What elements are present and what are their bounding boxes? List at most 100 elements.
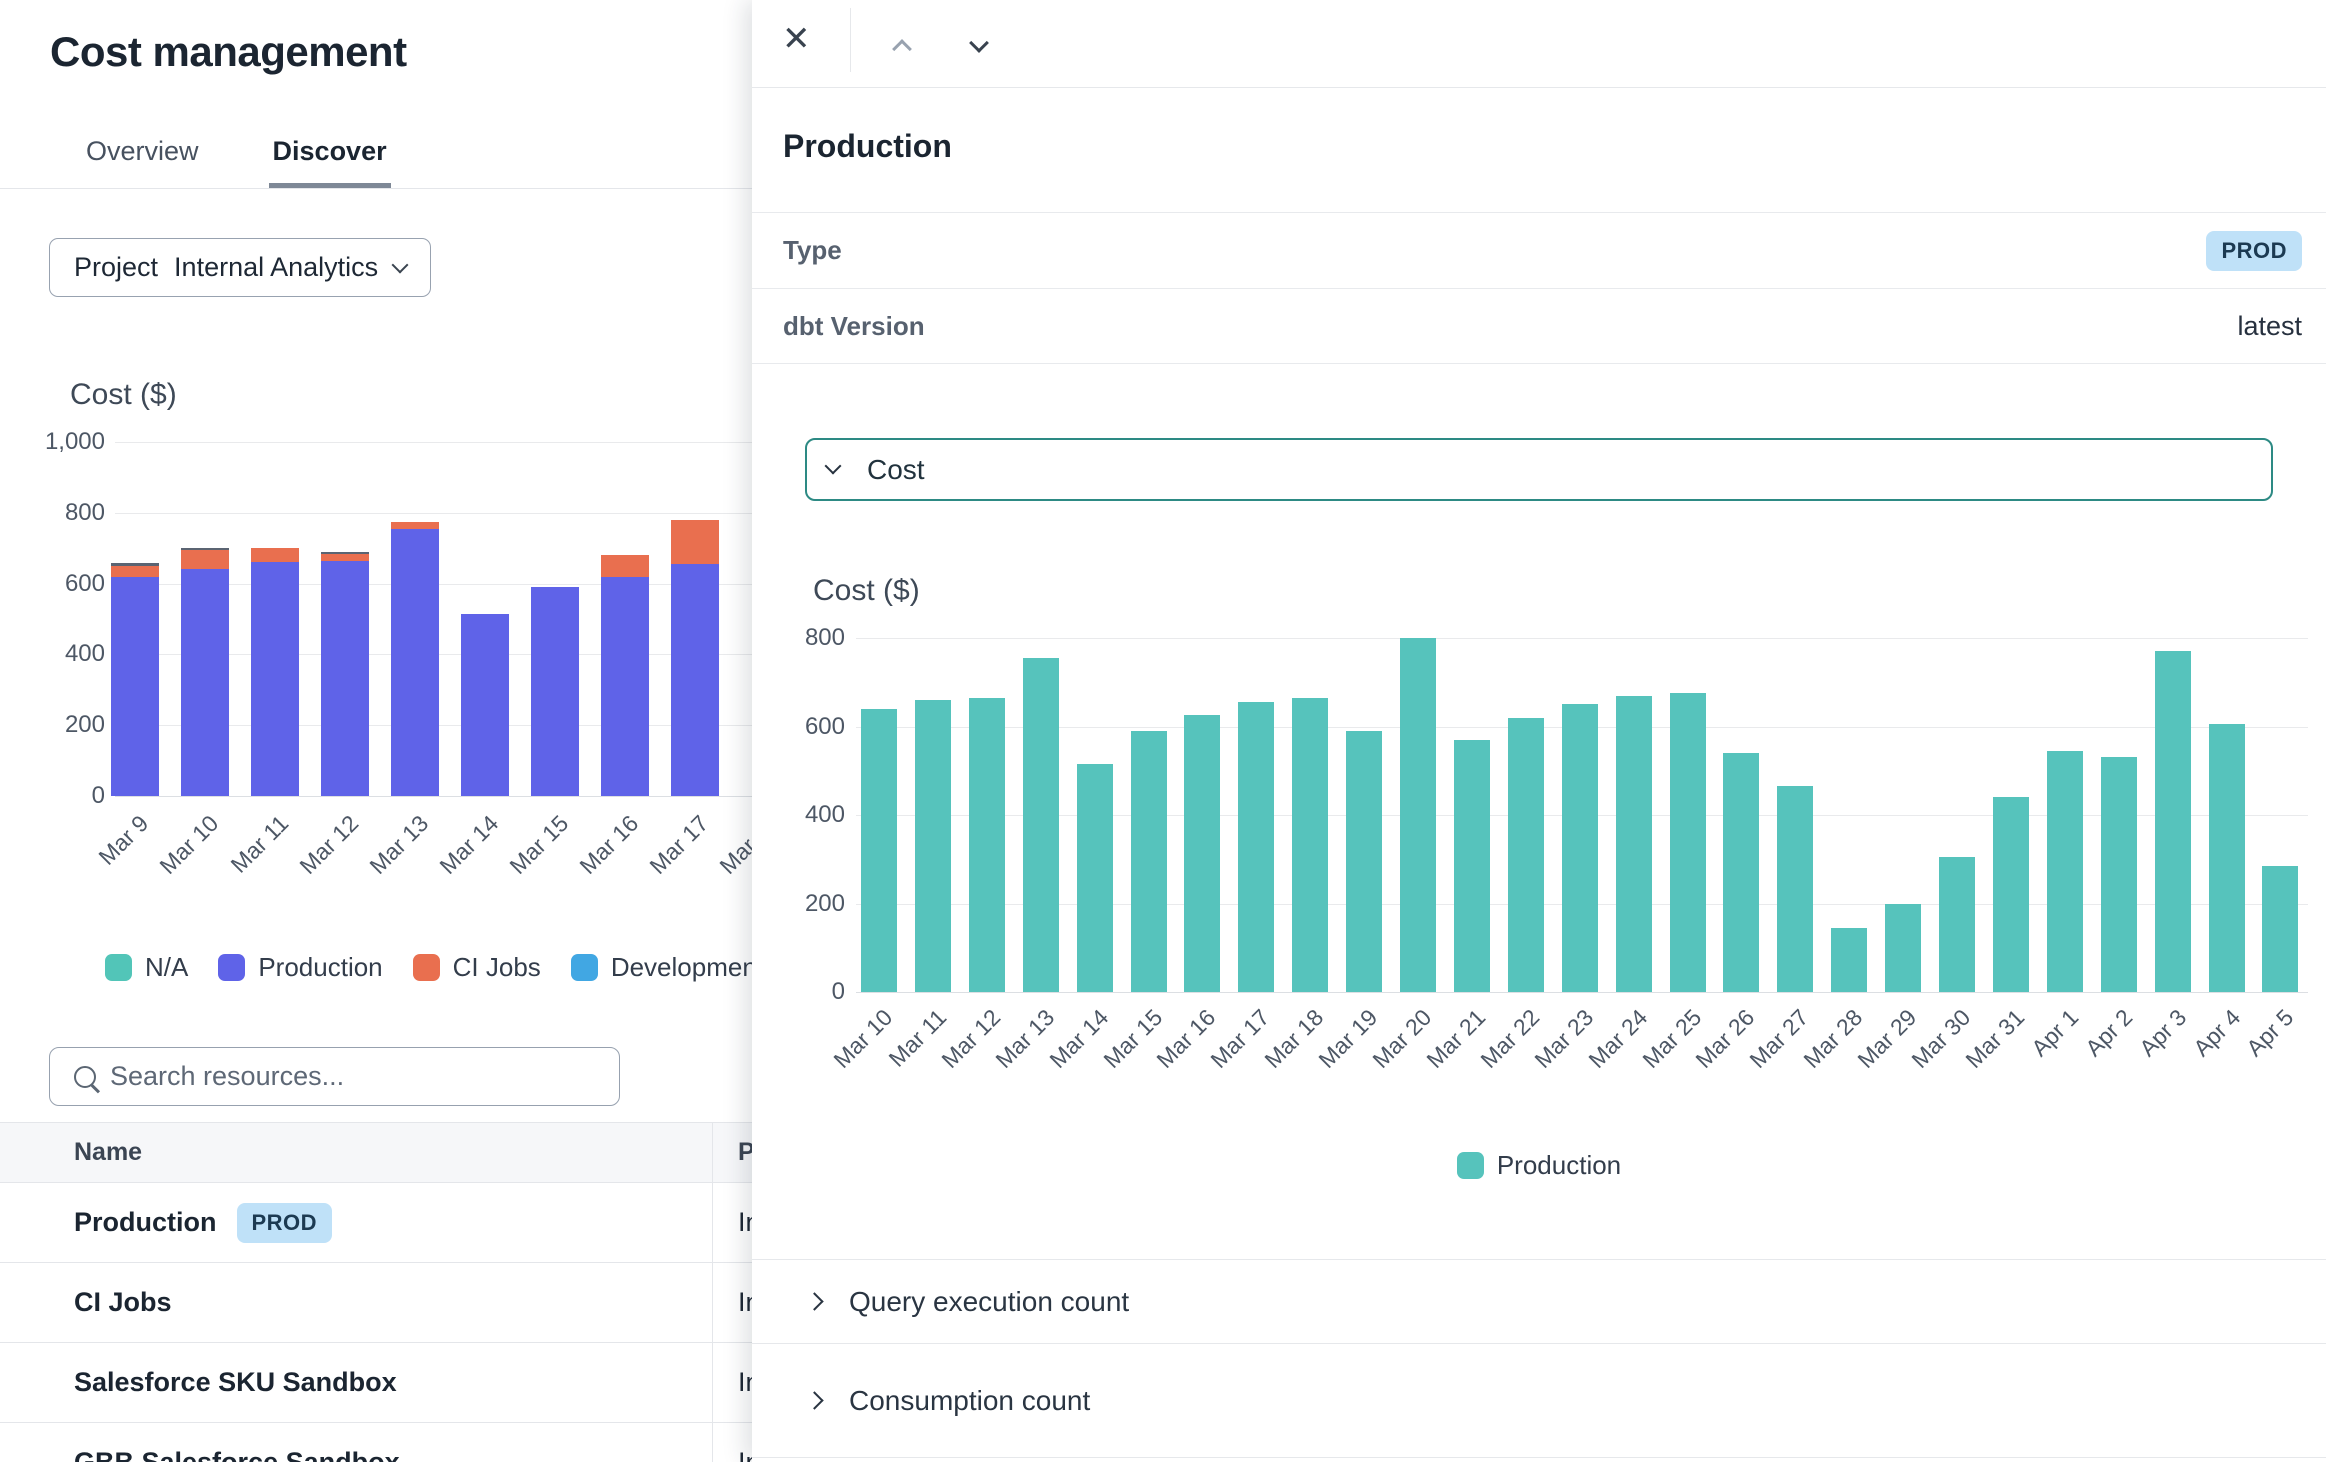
- bar-production[interactable]: [321, 560, 369, 796]
- y-axis-tick-label: 400: [804, 801, 845, 828]
- resource-name: Production: [74, 1207, 217, 1237]
- bar-production[interactable]: [2100, 757, 2137, 992]
- cost-section-toggle[interactable]: Cost: [805, 438, 2273, 501]
- legend-label: Production: [1496, 1150, 1622, 1180]
- chevron-up-icon[interactable]: [892, 39, 912, 59]
- project-filter-value: Internal Analytics: [174, 252, 379, 282]
- bar-production[interactable]: [1238, 702, 1275, 992]
- chevron-down-icon[interactable]: [969, 33, 989, 53]
- bar-production[interactable]: [601, 576, 649, 796]
- bar-production[interactable]: [1346, 730, 1383, 992]
- legend-item: Production: [1456, 1150, 1622, 1181]
- search-resources-box[interactable]: [49, 1047, 620, 1106]
- field-row-dbt-version: dbt Version latest: [752, 288, 2326, 364]
- left-chart-title: Cost ($): [70, 378, 177, 411]
- legend-item: N/A: [105, 952, 188, 983]
- gridline: [856, 638, 2308, 639]
- bar-ci-jobs[interactable]: [251, 548, 299, 563]
- page-title: Cost management: [50, 28, 407, 75]
- legend-swatch: [570, 954, 598, 981]
- chevron-down-icon: [391, 256, 409, 274]
- resource-name: CI Jobs: [74, 1287, 172, 1317]
- bar-ci-jobs[interactable]: [601, 555, 649, 577]
- bar-production[interactable]: [2262, 865, 2299, 992]
- bar-production[interactable]: [1885, 903, 1922, 992]
- search-input[interactable]: [110, 1061, 601, 1092]
- legend-swatch: [412, 954, 440, 981]
- bar-production[interactable]: [391, 528, 439, 796]
- bar-production[interactable]: [1076, 764, 1113, 992]
- drawer-chart-legend: Production: [752, 1150, 2326, 1181]
- field-value: latest: [2237, 310, 2302, 341]
- toolbar-divider: [850, 8, 851, 72]
- bar-production[interactable]: [1453, 739, 1490, 992]
- bar-production[interactable]: [1723, 753, 1760, 992]
- bar-production[interactable]: [1022, 657, 1059, 992]
- bar-production[interactable]: [1130, 730, 1167, 992]
- bar-production[interactable]: [2154, 651, 2191, 992]
- bar-production[interactable]: [251, 562, 299, 796]
- bar-production[interactable]: [2046, 750, 2083, 992]
- bar-other[interactable]: [321, 551, 369, 554]
- legend-item: CI Jobs: [412, 952, 541, 983]
- bar-production[interactable]: [1939, 857, 1975, 992]
- bar-production[interactable]: [1507, 717, 1544, 992]
- bar-production[interactable]: [968, 697, 1005, 992]
- bar-production[interactable]: [2208, 724, 2245, 992]
- gridline: [115, 512, 760, 514]
- legend-label: CI Jobs: [452, 952, 541, 982]
- y-axis-tick-label: 1,000: [44, 428, 105, 455]
- y-axis-tick-label: 0: [831, 978, 845, 1005]
- bar-production[interactable]: [461, 613, 509, 796]
- bar-production[interactable]: [1992, 797, 2029, 992]
- close-icon[interactable]: ✕: [782, 20, 811, 58]
- query-execution-count-section[interactable]: Query execution count: [752, 1259, 2326, 1344]
- section-label: Query execution count: [849, 1285, 1130, 1317]
- bar-production[interactable]: [111, 576, 159, 796]
- left-chart-legend: N/A Production CI Jobs Development: [105, 952, 764, 983]
- bar-production[interactable]: [1184, 715, 1221, 992]
- bar-production[interactable]: [1777, 786, 1814, 992]
- bar-production[interactable]: [914, 699, 951, 992]
- bar-ci-jobs[interactable]: [111, 565, 159, 577]
- legend-label: N/A: [145, 952, 189, 982]
- cost-section-label: Cost: [867, 453, 925, 485]
- bar-production[interactable]: [861, 708, 897, 992]
- field-label: dbt Version: [783, 310, 925, 341]
- bar-production[interactable]: [181, 569, 229, 796]
- y-axis-tick-label: 600: [64, 569, 105, 597]
- bar-production[interactable]: [1292, 697, 1329, 992]
- y-axis-tick-label: 200: [804, 889, 845, 917]
- bar-production[interactable]: [671, 564, 719, 796]
- bar-ci-jobs[interactable]: [391, 522, 439, 529]
- legend-swatch: [218, 954, 246, 981]
- project-filter-dropdown[interactable]: Project Internal Analytics: [49, 238, 432, 297]
- y-axis-tick-label: 0: [91, 782, 105, 809]
- bar-production[interactable]: [1831, 927, 1868, 992]
- chevron-right-icon: [805, 1391, 824, 1410]
- bar-ci-jobs[interactable]: [321, 553, 369, 561]
- drawer-title: Production: [783, 128, 952, 164]
- legend-item: Production: [218, 952, 383, 983]
- legend-swatch: [105, 954, 132, 981]
- resource-detail-drawer: ✕ Production Type PROD dbt Version lates…: [752, 0, 2326, 1462]
- bar-production[interactable]: [1400, 638, 1436, 992]
- resource-name: GBB Salesforce Sandbox: [74, 1447, 400, 1462]
- bar-other[interactable]: [111, 563, 159, 566]
- y-axis-tick-label: 800: [804, 624, 845, 651]
- bar-production[interactable]: [531, 587, 579, 796]
- y-axis-tick-label: 800: [64, 498, 105, 526]
- tab-overview[interactable]: Overview: [86, 136, 199, 166]
- search-icon: [74, 1065, 96, 1088]
- bar-production[interactable]: [1669, 693, 1706, 992]
- bar-other[interactable]: [181, 547, 229, 550]
- bar-production[interactable]: [1615, 695, 1652, 992]
- consumption-count-section[interactable]: Consumption count: [752, 1344, 2326, 1458]
- bar-ci-jobs[interactable]: [671, 519, 719, 565]
- y-axis-tick-label: 600: [804, 712, 845, 740]
- chevron-down-icon: [824, 457, 842, 474]
- tab-discover[interactable]: Discover: [268, 126, 391, 188]
- bar-production[interactable]: [1561, 704, 1598, 992]
- bar-ci-jobs[interactable]: [181, 549, 229, 570]
- column-header-name: Name: [0, 1123, 713, 1182]
